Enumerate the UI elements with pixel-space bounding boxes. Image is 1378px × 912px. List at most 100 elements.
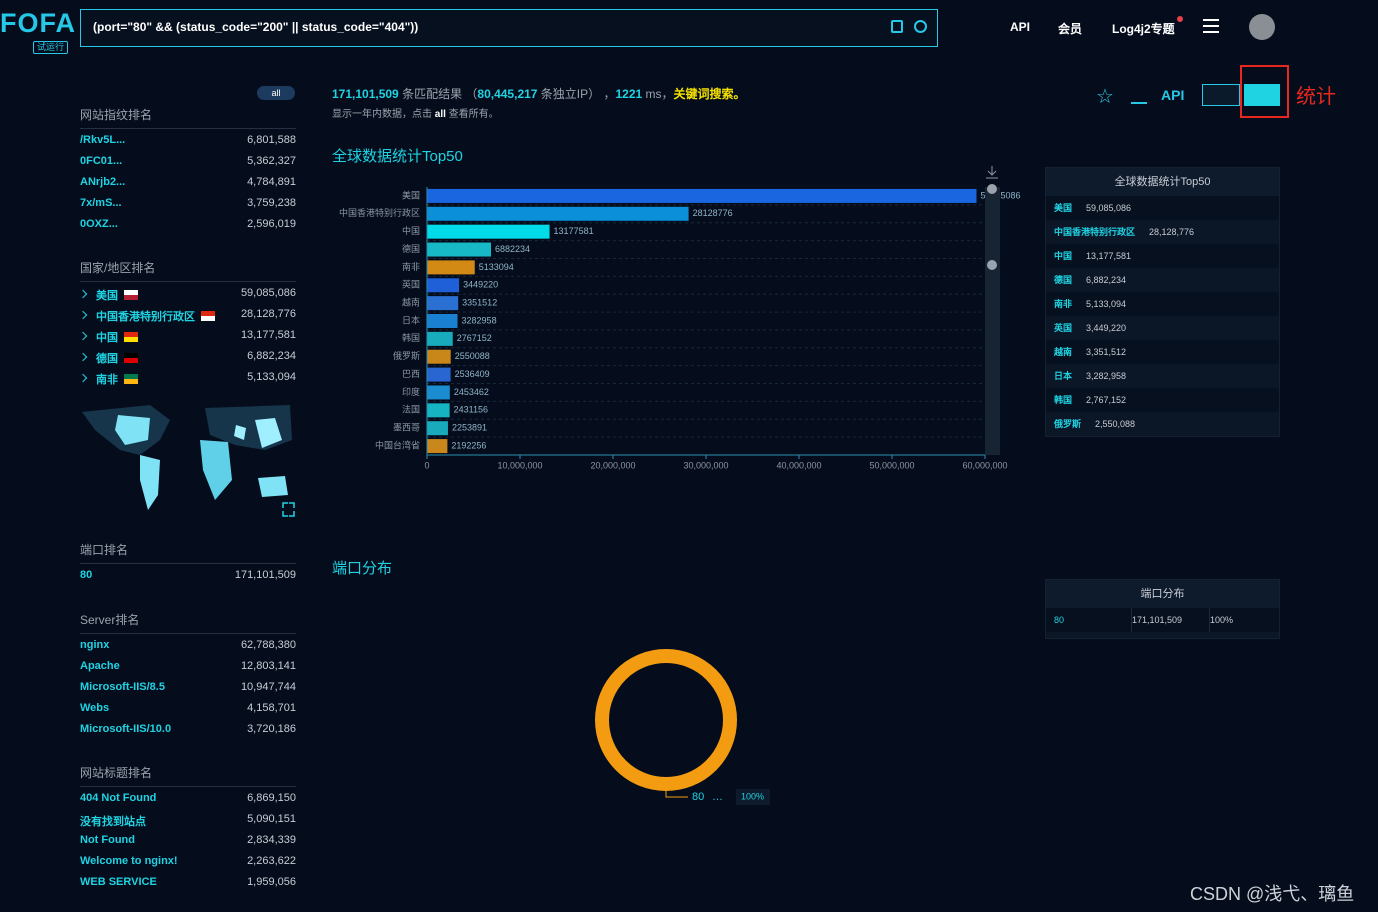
search-box[interactable] — [80, 9, 938, 47]
avatar[interactable] — [1249, 14, 1275, 40]
row-value: 12,803,141 — [240, 660, 296, 672]
row-name[interactable]: Webs — [80, 702, 110, 714]
table-row: 南非 5,133,094 — [1046, 292, 1279, 316]
row-value: 5,362,327 — [247, 155, 296, 167]
category-label: 中国香港特别行政区 — [339, 207, 420, 218]
table-title: 全球数据统计Top50 — [1046, 168, 1279, 196]
summary-part: 条匹配结果 （ — [398, 87, 478, 101]
summary-note: 显示一年内数据，点击 all 查看所有。 — [332, 105, 499, 120]
bar — [427, 314, 458, 328]
row-name[interactable]: 南非 — [1054, 299, 1073, 309]
search-icon[interactable] — [914, 20, 927, 33]
row-name[interactable]: nginx — [80, 639, 110, 651]
bar — [427, 242, 492, 257]
row-name[interactable]: /Rkv5L... — [80, 134, 126, 146]
row-value: 3,720,186 — [247, 723, 296, 735]
row-name[interactable]: 0OXZ... — [80, 218, 118, 230]
row-value: 62,788,380 — [240, 639, 296, 651]
row-name[interactable]: Welcome to nginx! — [80, 855, 178, 867]
chart-title: 全球数据统计Top50 — [332, 148, 463, 165]
search-query[interactable]: (port="80" && (status_code="200" || stat… — [93, 20, 419, 34]
menu-icon[interactable] — [1203, 19, 1219, 21]
row-name[interactable]: 中国香港特别行政区 — [1054, 227, 1136, 237]
row-name[interactable]: 美国 — [1054, 203, 1073, 213]
row-name[interactable]: 404 Not Found — [80, 792, 157, 804]
row-name[interactable]: 80 — [80, 569, 93, 581]
bar — [427, 260, 475, 275]
summary: 171,101,509 条匹配结果 （80,445,217 条独立IP） ，12… — [332, 85, 746, 102]
bar — [427, 439, 448, 454]
row-value: 171,101,509 — [1132, 608, 1210, 632]
row-name[interactable]: 中国香港特别行政区 — [96, 308, 215, 324]
category-label: 德国 — [402, 243, 420, 254]
category-label: 中国台湾省 — [375, 439, 420, 450]
value-label: 2253891 — [452, 423, 487, 433]
value-label: 2550088 — [455, 351, 490, 361]
download-icon[interactable] — [1131, 86, 1147, 104]
api-button[interactable]: API — [1161, 87, 1185, 103]
pie-slice — [595, 649, 737, 791]
summary-part: 1221 — [615, 87, 643, 101]
all-button[interactable]: all — [257, 86, 295, 100]
table-row: 越南 3,351,512 — [1046, 340, 1279, 364]
row-name[interactable]: 中国 — [1054, 251, 1073, 261]
category-label: 日本 — [402, 314, 420, 325]
value-label: 3351512 — [462, 298, 497, 308]
world-map — [82, 405, 292, 510]
row-name[interactable]: 7x/mS... — [80, 197, 122, 209]
row-name[interactable]: Microsoft-IIS/8.5 — [80, 681, 165, 693]
scroll-handle — [987, 260, 997, 270]
icon[interactable] — [891, 20, 903, 33]
row-name[interactable]: WEB SERVICE — [80, 876, 157, 888]
annotation: 统计 — [1296, 86, 1336, 108]
flag — [201, 311, 215, 321]
row-name[interactable]: 德国 — [1054, 275, 1073, 285]
divider — [80, 786, 296, 787]
stats-view-button[interactable] — [1244, 84, 1280, 106]
row-name[interactable]: 越南 — [1054, 347, 1073, 357]
row-name[interactable]: 德国 — [96, 350, 138, 366]
section-title: Server排名 — [80, 613, 140, 627]
row-value: 3,282,958 — [1086, 371, 1127, 381]
row-name[interactable]: 美国 — [96, 287, 138, 303]
nav-link[interactable]: 会员 — [1058, 22, 1083, 36]
legend-label: 80 — [692, 791, 704, 803]
label-box — [736, 789, 770, 805]
value-label: 28128776 — [693, 208, 733, 218]
all-link[interactable]: all — [434, 109, 446, 120]
divider — [80, 128, 296, 129]
row-value: 28,128,776 — [1149, 227, 1195, 237]
row-name[interactable]: 80 — [1054, 608, 1132, 632]
row-value: 2,596,019 — [247, 218, 296, 230]
row-value: 1,959,056 — [247, 876, 296, 888]
table-row: 中国香港特别行政区 28,128,776 — [1046, 220, 1279, 244]
row-name[interactable]: 中国 — [96, 329, 138, 345]
row-value: 5,133,094 — [1086, 299, 1127, 309]
row-name[interactable]: 俄罗斯 — [1054, 419, 1082, 429]
nav-link[interactable]: Log4j2专题 — [1112, 22, 1175, 36]
logo[interactable]: FOFA — [0, 8, 76, 38]
divider — [80, 633, 296, 634]
row-name[interactable]: 韩国 — [1054, 395, 1073, 405]
value-label: 3449220 — [463, 280, 498, 290]
row-name[interactable]: 日本 — [1054, 371, 1073, 381]
category-label: 南非 — [402, 261, 420, 272]
row-name[interactable]: Microsoft-IIS/10.0 — [80, 723, 172, 735]
expand-icon[interactable] — [282, 502, 295, 517]
row-name[interactable]: Not Found — [80, 834, 135, 846]
row-name[interactable]: 英国 — [1054, 323, 1073, 333]
bar — [427, 421, 448, 436]
list-view-button[interactable] — [1202, 84, 1240, 106]
hot-dot — [1177, 16, 1183, 22]
row-name[interactable]: 南非 — [96, 371, 138, 387]
value-label: 3282958 — [462, 315, 497, 325]
row-name[interactable]: 0FC01... — [80, 155, 123, 167]
row-name[interactable]: ANrjb2... — [80, 176, 126, 188]
bar — [427, 331, 453, 346]
star-icon[interactable]: ☆ — [1096, 86, 1114, 108]
table-row: 德国 6,882,234 — [1046, 268, 1279, 292]
row-name[interactable]: Apache — [80, 660, 120, 672]
row-name[interactable]: 没有找到站点 — [80, 816, 146, 828]
nav-link[interactable]: API — [1010, 20, 1031, 34]
